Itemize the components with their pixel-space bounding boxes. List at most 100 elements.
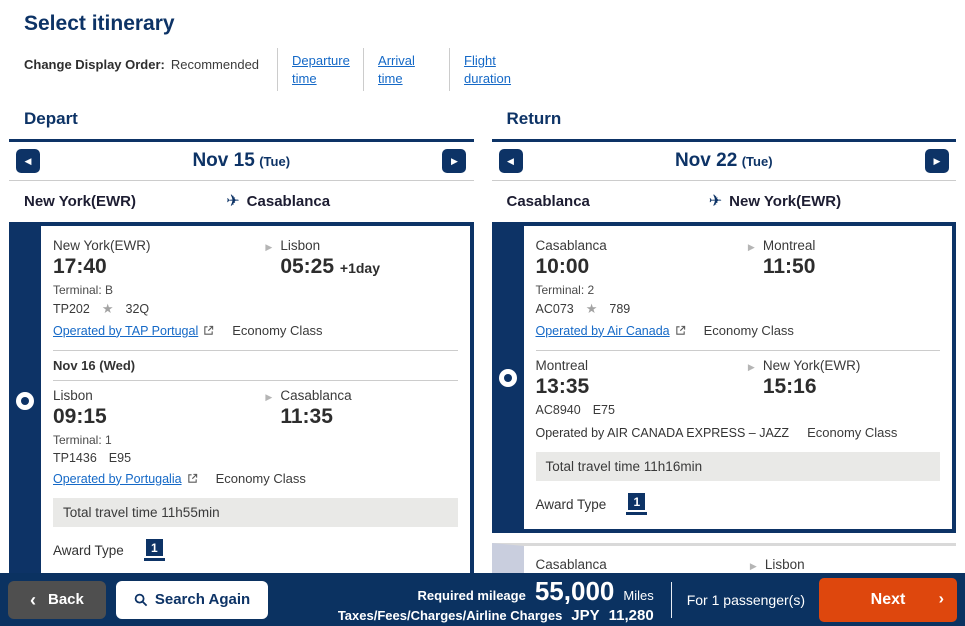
external-link-icon (203, 325, 214, 336)
cabin-class: Economy Class (232, 323, 323, 339)
display-order-options: Departure time Arrival time Flight durat… (277, 48, 535, 92)
select-itinerary-page: Select itinerary Change Display Order: R… (0, 12, 965, 604)
return-segment-2: Montreal 13:35 AC8940 E75 ▶ New York(EWR… (536, 355, 941, 423)
cabin-class: Economy Class (807, 425, 898, 441)
award-type-label: Award Type (53, 542, 124, 558)
back-chevron-icon: ‹ (30, 589, 36, 610)
segment-arrival-time: 05:25 (280, 255, 335, 279)
segment-terminal: Terminal: 2 (535, 283, 595, 298)
display-order-label: Change Display Order: (24, 57, 165, 72)
operated-by-link[interactable]: Operated by Air Canada (535, 323, 670, 338)
summary-footer-bar: ‹ Back Search Again Required mileage 55,… (0, 573, 965, 626)
return-origin: Casablanca (506, 192, 590, 210)
connection-date-header: Nov 16 (Wed) (53, 350, 458, 382)
arrival-triangle-icon: ▶ (749, 561, 757, 572)
depart-column: Depart ◀ Nov 15 (Tue) ▶ New York(EWR) ✈ … (9, 107, 474, 603)
star-alliance-icon: ★ (101, 301, 114, 317)
flight-number: AC8940 (535, 403, 581, 418)
itinerary-columns: Depart ◀ Nov 15 (Tue) ▶ New York(EWR) ✈ … (0, 107, 965, 604)
display-order-bar: Change Display Order: Recommended Depart… (24, 48, 965, 92)
return-destination: New York(EWR) (729, 192, 842, 210)
depart-destination: Casablanca (246, 192, 331, 210)
segment-terminal: Terminal: B (53, 283, 114, 298)
return-prev-date-button[interactable]: ◀ (498, 149, 523, 174)
mileage-summary: Required mileage 55,000 Miles Taxes/Fees… (338, 576, 654, 624)
segment-arrival-city: Casablanca (280, 388, 352, 404)
operated-by-text: Operated by AIR CANADA EXPRESS – JAZZ (535, 425, 790, 440)
arrival-triangle-icon: ▶ (265, 392, 273, 403)
external-link-icon (675, 325, 686, 336)
operated-by-link[interactable]: Operated by TAP Portugal (53, 323, 199, 338)
sort-arrival-time-link[interactable]: Arrival time (363, 48, 449, 92)
aircraft-type: 32Q (125, 302, 150, 317)
segment-divider (535, 350, 940, 352)
depart-itinerary-card[interactable]: New York(EWR) 17:40 Terminal: B TP202 ★ … (9, 222, 474, 580)
aircraft-type: E95 (108, 451, 132, 466)
return-radio-button[interactable] (498, 368, 517, 387)
award-type-row: Award Type 1 (53, 537, 458, 565)
plus-day-label: +1day (339, 260, 380, 277)
flight-number: TP1436 (53, 451, 97, 466)
segment-arrival-city: Lisbon (764, 557, 805, 573)
segment-origin-city: Casablanca (535, 557, 607, 573)
depart-route: New York(EWR) ✈ Casablanca (9, 181, 474, 222)
right-arrow-icon: ▶ (451, 155, 458, 166)
segment-arrival-time: 15:16 (762, 375, 817, 399)
segment-origin-city: Montreal (535, 358, 589, 374)
operated-by-link[interactable]: Operated by Portugalia (53, 471, 182, 486)
total-travel-time: Total travel time 11h16min (535, 452, 940, 482)
cabin-class: Economy Class (215, 471, 306, 487)
return-itinerary-card[interactable]: Casablanca 10:00 Terminal: 2 AC073 ★ 789… (491, 222, 956, 534)
depart-date-nav: ◀ Nov 15 (Tue) ▶ (9, 142, 474, 182)
next-button[interactable]: Next › (819, 577, 957, 622)
display-order-selected: Recommended (170, 57, 260, 72)
back-button[interactable]: ‹ Back (8, 580, 106, 619)
award-type-row: Award Type 1 (536, 491, 941, 519)
taxes-label: Taxes/Fees/Charges/Airline Charges (337, 607, 563, 623)
segment-departure-time: 17:40 (53, 255, 107, 279)
external-link-icon (187, 473, 198, 484)
star-alliance-icon: ★ (585, 301, 598, 317)
depart-prev-date-button[interactable]: ◀ (16, 149, 40, 174)
return-heading: Return (491, 107, 956, 143)
sort-flight-duration-link[interactable]: Flight duration (449, 48, 535, 92)
arrival-triangle-icon: ▶ (265, 242, 273, 253)
segment-arrival-time: 11:50 (762, 255, 816, 279)
sort-departure-time-link[interactable]: Departure time (277, 48, 363, 92)
return-date: Nov 22 (Tue) (674, 150, 773, 172)
segment-terminal: Terminal: 1 (53, 433, 112, 448)
award-type-label: Award Type (535, 496, 607, 512)
award-type-link[interactable]: 1 (626, 493, 648, 516)
plane-icon: ✈ (226, 193, 240, 211)
depart-date: Nov 15 (Tue) (192, 150, 291, 172)
flight-number: TP202 (53, 302, 90, 317)
segment-origin-city: Lisbon (53, 388, 93, 404)
flight-number: AC073 (535, 302, 574, 317)
left-arrow-icon: ◀ (24, 155, 32, 166)
segment-departure-time: 09:15 (53, 405, 107, 429)
depart-next-date-button[interactable]: ▶ (442, 149, 467, 174)
arrival-triangle-icon: ▶ (747, 362, 755, 373)
taxes-value: 11,280 (608, 606, 654, 624)
segment-departure-time: 10:00 (535, 255, 590, 279)
depart-heading: Depart (9, 107, 474, 143)
segment-arrival-city: Montreal (762, 238, 816, 254)
award-type-link[interactable]: 1 (143, 539, 165, 562)
depart-radio-button[interactable] (16, 391, 34, 410)
aircraft-type: 789 (609, 302, 631, 317)
total-travel-time: Total travel time 11h55min (53, 498, 458, 528)
award-type-badge: 1 (145, 539, 163, 557)
return-next-date-button[interactable]: ▶ (924, 149, 949, 174)
plane-icon: ✈ (708, 193, 723, 211)
taxes-currency: JPY (571, 606, 600, 624)
return-column: Return ◀ Nov 22 (Tue) ▶ Casablanca ✈ New… (491, 107, 956, 604)
search-again-button[interactable]: Search Again (115, 580, 269, 619)
segment-arrival-time: 11:35 (280, 405, 333, 429)
footer-divider (670, 581, 672, 618)
required-mileage-value: 55,000 (534, 575, 615, 606)
segment-arrival-city: Lisbon (280, 238, 321, 254)
return-segment-1: Casablanca 10:00 Terminal: 2 AC073 ★ 789… (536, 235, 941, 338)
depart-segment-1: New York(EWR) 17:40 Terminal: B TP202 ★ … (53, 235, 458, 338)
segment-departure-time: 13:35 (535, 375, 590, 399)
depart-segment-2: Lisbon 09:15 Terminal: 1 TP1436 E95 Oper… (53, 385, 458, 486)
